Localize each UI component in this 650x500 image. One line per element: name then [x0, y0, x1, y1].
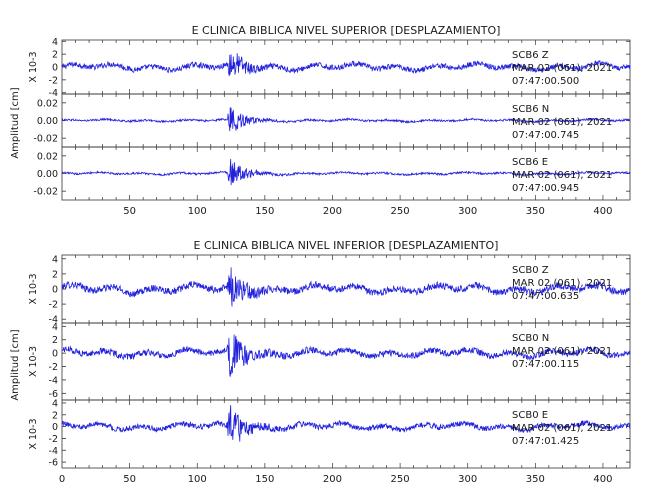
xtick-label: 350 — [526, 474, 545, 485]
xtick-label: 100 — [188, 474, 207, 485]
xtick-label: 0 — [59, 474, 65, 485]
time-label: 07:47:00.945 — [512, 183, 579, 194]
xtick-label: 150 — [255, 206, 274, 217]
xtick-label: 200 — [323, 474, 342, 485]
panel-superior-3: 0.02 0.00 -0.02 SCB6 E MAR 02 (061), 2021 07:… — [33, 146, 631, 201]
xtick-label: 400 — [593, 474, 612, 485]
ytick-label: -2 — [49, 362, 58, 373]
time-label: 07:47:00.500 — [512, 76, 579, 87]
xtick-label: 200 — [323, 206, 342, 217]
date-label: MAR 02 (061), 2021 — [512, 346, 612, 357]
xtick-label: 50 — [123, 474, 136, 485]
ytick-label: 0.02 — [37, 98, 58, 109]
ytick-label: 2 — [52, 335, 58, 346]
trace-inferior-2 — [61, 334, 631, 377]
trace-superior-3 — [61, 158, 631, 186]
channel-label: SCB6 N — [512, 104, 549, 115]
trace-inferior-3 — [61, 405, 631, 442]
xtick-label: 250 — [391, 474, 410, 485]
trace-superior-2 — [61, 107, 631, 132]
date-label: MAR 02 (061), 2021 — [512, 63, 612, 74]
time-label: 07:47:00.745 — [512, 130, 579, 141]
ytick-label: 0 — [52, 285, 58, 296]
channel-label: SCB0 N — [512, 333, 549, 344]
ytick-label: 0.02 — [37, 151, 58, 162]
ytick-label: 0.00 — [37, 169, 58, 180]
ytick-label: 4 — [52, 254, 58, 265]
ytick-label: -6 — [49, 458, 58, 469]
panel-inferior-1: 4 2 0 -2 -4 SCB0 Z MAR 02 (061), 2021 07:47:00.… — [28, 254, 631, 326]
xtick-label: 400 — [593, 206, 612, 217]
ytick-label: -2 — [49, 434, 58, 445]
ytick-label: -4 — [49, 375, 58, 386]
ytick-label: -4 — [49, 315, 58, 326]
panel-superior-2: 0.02 0.00 -0.02 SCB6 N MAR 02 (061), 2021 07:… — [33, 93, 631, 148]
time-label: 07:47:00.115 — [512, 359, 579, 370]
date-label: MAR 02 (061), 2021 — [512, 170, 612, 181]
chart-title-inferior: E CLINICA BIBLICA NIVEL INFERIOR [DESPLA… — [194, 239, 499, 252]
ytick-label: 2 — [52, 410, 58, 421]
scale-label: X 10-3 — [28, 418, 39, 449]
ytick-label: -0.02 — [33, 134, 58, 145]
ytick-label: 4 — [52, 398, 58, 409]
ytick-label: 2 — [52, 269, 58, 280]
ytick-label: 0.00 — [37, 116, 58, 127]
ytick-label: -0.02 — [33, 187, 58, 198]
channel-label: SCB0 Z — [512, 265, 549, 276]
xtick-label: 300 — [458, 206, 477, 217]
channel-label: SCB6 Z — [512, 50, 549, 61]
date-label: MAR 02 (061), 2021 — [512, 423, 612, 434]
xtick-label: 50 — [123, 206, 136, 217]
date-label: MAR 02 (061), 2021 — [512, 117, 612, 128]
chart-title-superior: E CLINICA BIBLICA NIVEL SUPERIOR [DESPLA… — [192, 24, 501, 37]
channel-label: SCB0 E — [512, 410, 548, 421]
ylabel-inferior: Amplitud [cm] — [10, 329, 21, 400]
time-label: 07:47:00.635 — [512, 291, 579, 302]
scale-label: X 10-3 — [28, 51, 39, 82]
ytick-label: 4 — [52, 322, 58, 333]
ytick-label: -2 — [49, 75, 58, 86]
xtick-label: 150 — [255, 474, 274, 485]
ytick-label: -4 — [49, 88, 58, 99]
scale-label: X 10-3 — [28, 273, 39, 304]
xtick-label: 350 — [526, 206, 545, 217]
ytick-label: -6 — [49, 389, 58, 400]
chart-group-superior: 4 2 0-2 -4 SCB6 Z MAR 02 (061), 2021 07:47:00.… — [28, 37, 631, 217]
xtick-label: 250 — [391, 206, 410, 217]
panel-inferior-2: 4 2 0 -2 -4 -6 SCB0 N MAR 02 (061), 2021 07:47:0… — [28, 322, 631, 401]
ytick-label: 0 — [52, 349, 58, 360]
xtick-label: 100 — [188, 206, 207, 217]
ytick-label: -2 — [49, 300, 58, 311]
ytick-label: 0 — [52, 422, 58, 433]
ylabel-superior: Amplitud [cm] — [10, 87, 21, 158]
ytick-label: 4 — [52, 37, 58, 48]
panel-inferior-3: 420-2-4-6 SCB0 E MAR 02 (061), 2021 07:47:0… — [28, 398, 631, 469]
panel-superior-1: 4 2 0-2 -4 SCB6 Z MAR 02 (061), 2021 07:47:00.… — [28, 37, 631, 99]
xtick-label: 300 — [458, 474, 477, 485]
ytick-label: 2 — [52, 50, 58, 61]
trace-inferior-1 — [61, 267, 631, 307]
scale-label: X 10-3 — [28, 346, 39, 377]
date-label: MAR 02 (061), 2021 — [512, 278, 612, 289]
channel-label: SCB6 E — [512, 157, 548, 168]
ytick-label: 0 — [52, 63, 58, 74]
trace-superior-1 — [61, 53, 631, 77]
time-label: 07:47:01.425 — [512, 436, 579, 447]
ytick-label: -4 — [49, 446, 58, 457]
